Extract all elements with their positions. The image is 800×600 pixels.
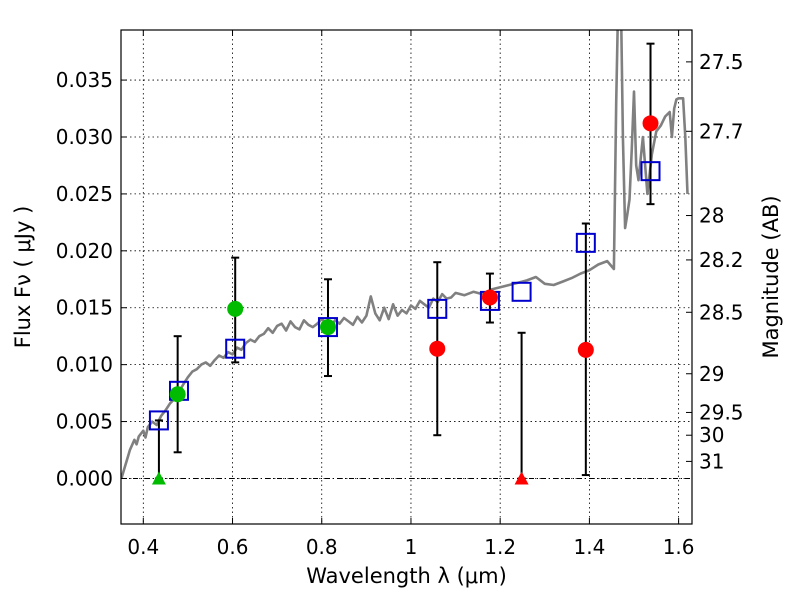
detection-marker [481,289,498,306]
detection-marker [642,115,659,132]
y-tick-label: 0.015 [56,296,113,320]
model-square-marker [317,317,338,338]
y-tick-label: 0.010 [56,353,113,377]
y-tick-label: 0.020 [56,239,113,263]
y2-tick-label: 28.2 [699,248,744,272]
x-tick-label: 1.2 [484,535,516,559]
x-tick-label: 1.4 [573,535,605,559]
model-square-marker [511,281,532,302]
markers [148,115,661,485]
y-tick-label: 0.030 [56,125,113,149]
y2-tick-label: 28 [699,204,724,228]
spectrum-line [121,30,689,479]
upper-limit-marker [514,471,529,485]
model-square-marker [575,232,596,253]
upper-limit-marker [151,471,166,485]
x-tick-label: 1 [405,535,418,559]
y2-tick-label: 29 [699,362,724,386]
x-tick-label: 0.6 [217,535,249,559]
grid [121,30,692,524]
detection-marker [577,341,594,358]
y-tick-label: 0.035 [56,68,113,92]
model-square-marker [225,338,246,359]
model-square-marker [640,161,661,182]
x-axis-label: Wavelength λ (μm) [306,564,507,588]
detection-marker [169,386,186,403]
y2-tick-label: 27.5 [699,50,744,74]
y-tick-label: 0.005 [56,410,113,434]
spectrum [121,30,689,479]
ticks: 0.4 0.6 0.8 1 1.2 1.4 1.6 0.000 0.005 0.010 0.015 0… [56,30,744,559]
y2-tick-label: 30 [699,423,724,447]
y2-tick-label: 29.5 [699,400,744,424]
detection-marker [429,340,446,357]
y2-tick-label: 27.7 [699,119,744,143]
x-tick-label: 1.6 [663,535,695,559]
detection-marker [319,319,336,336]
model-square-marker [148,410,169,431]
x-tick-label: 0.8 [306,535,338,559]
y-tick-label: 0.000 [56,466,113,490]
x-tick-label: 0.4 [127,535,159,559]
error-bars [154,42,655,480]
plot-frame [120,29,693,525]
y-tick-label: 0.025 [56,182,113,206]
model-square-marker [427,298,448,319]
y2-tick-label: 31 [699,449,724,473]
y2-tick-label: 28.5 [699,300,744,324]
y-axis-label: Flux Fν ( μJy ) [11,206,35,349]
detection-marker [227,300,244,317]
y2-axis-label: Magnitude (AB) [759,195,783,358]
